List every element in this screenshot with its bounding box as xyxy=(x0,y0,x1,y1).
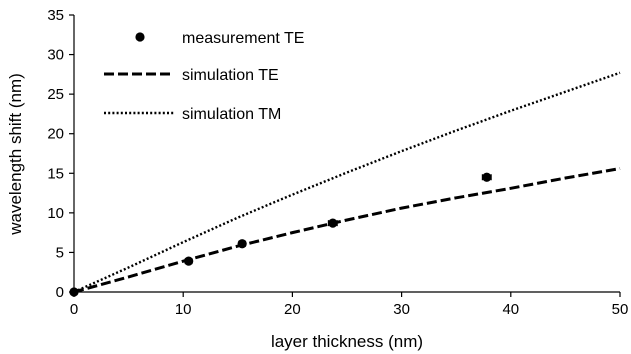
y-tick-label: 20 xyxy=(47,126,64,143)
x-tick-label: 30 xyxy=(393,301,410,318)
ticks: 0 10 20 30 40 50 0 5 10 15 20 25 30 35 xyxy=(47,7,628,318)
axes xyxy=(73,15,620,293)
x-tick-label: 0 xyxy=(70,301,78,318)
x-tick-label: 20 xyxy=(284,301,301,318)
legend-label-simulation-tm: simulation TM xyxy=(182,106,281,123)
y-axis-title: wavelength shift (nm) xyxy=(6,73,25,236)
y-tick-label: 25 xyxy=(47,86,64,103)
plot-area xyxy=(69,71,621,297)
legend-label-measurement-te: measurement TE xyxy=(182,30,304,47)
series-line-simulation-tm xyxy=(73,71,621,294)
x-tick-label: 10 xyxy=(175,301,192,318)
y-tick-label: 30 xyxy=(47,47,64,64)
data-point xyxy=(482,172,492,182)
x-tick-label: 40 xyxy=(502,301,519,318)
y-tick-label: 10 xyxy=(47,205,64,222)
x-tick-label: 50 xyxy=(612,301,629,318)
y-tick-label: 15 xyxy=(47,165,64,182)
legend: measurement TE simulation TE simulation TM xyxy=(104,30,304,123)
y-tick-label: 35 xyxy=(47,7,64,24)
y-tick-label: 0 xyxy=(56,284,64,301)
legend-swatch-measurement-te xyxy=(135,32,145,42)
legend-label-simulation-te: simulation TE xyxy=(182,67,279,84)
y-tick-label: 5 xyxy=(56,244,64,261)
x-axis-title: layer thickness (nm) xyxy=(271,332,423,351)
series-line-simulation-te xyxy=(73,167,621,294)
